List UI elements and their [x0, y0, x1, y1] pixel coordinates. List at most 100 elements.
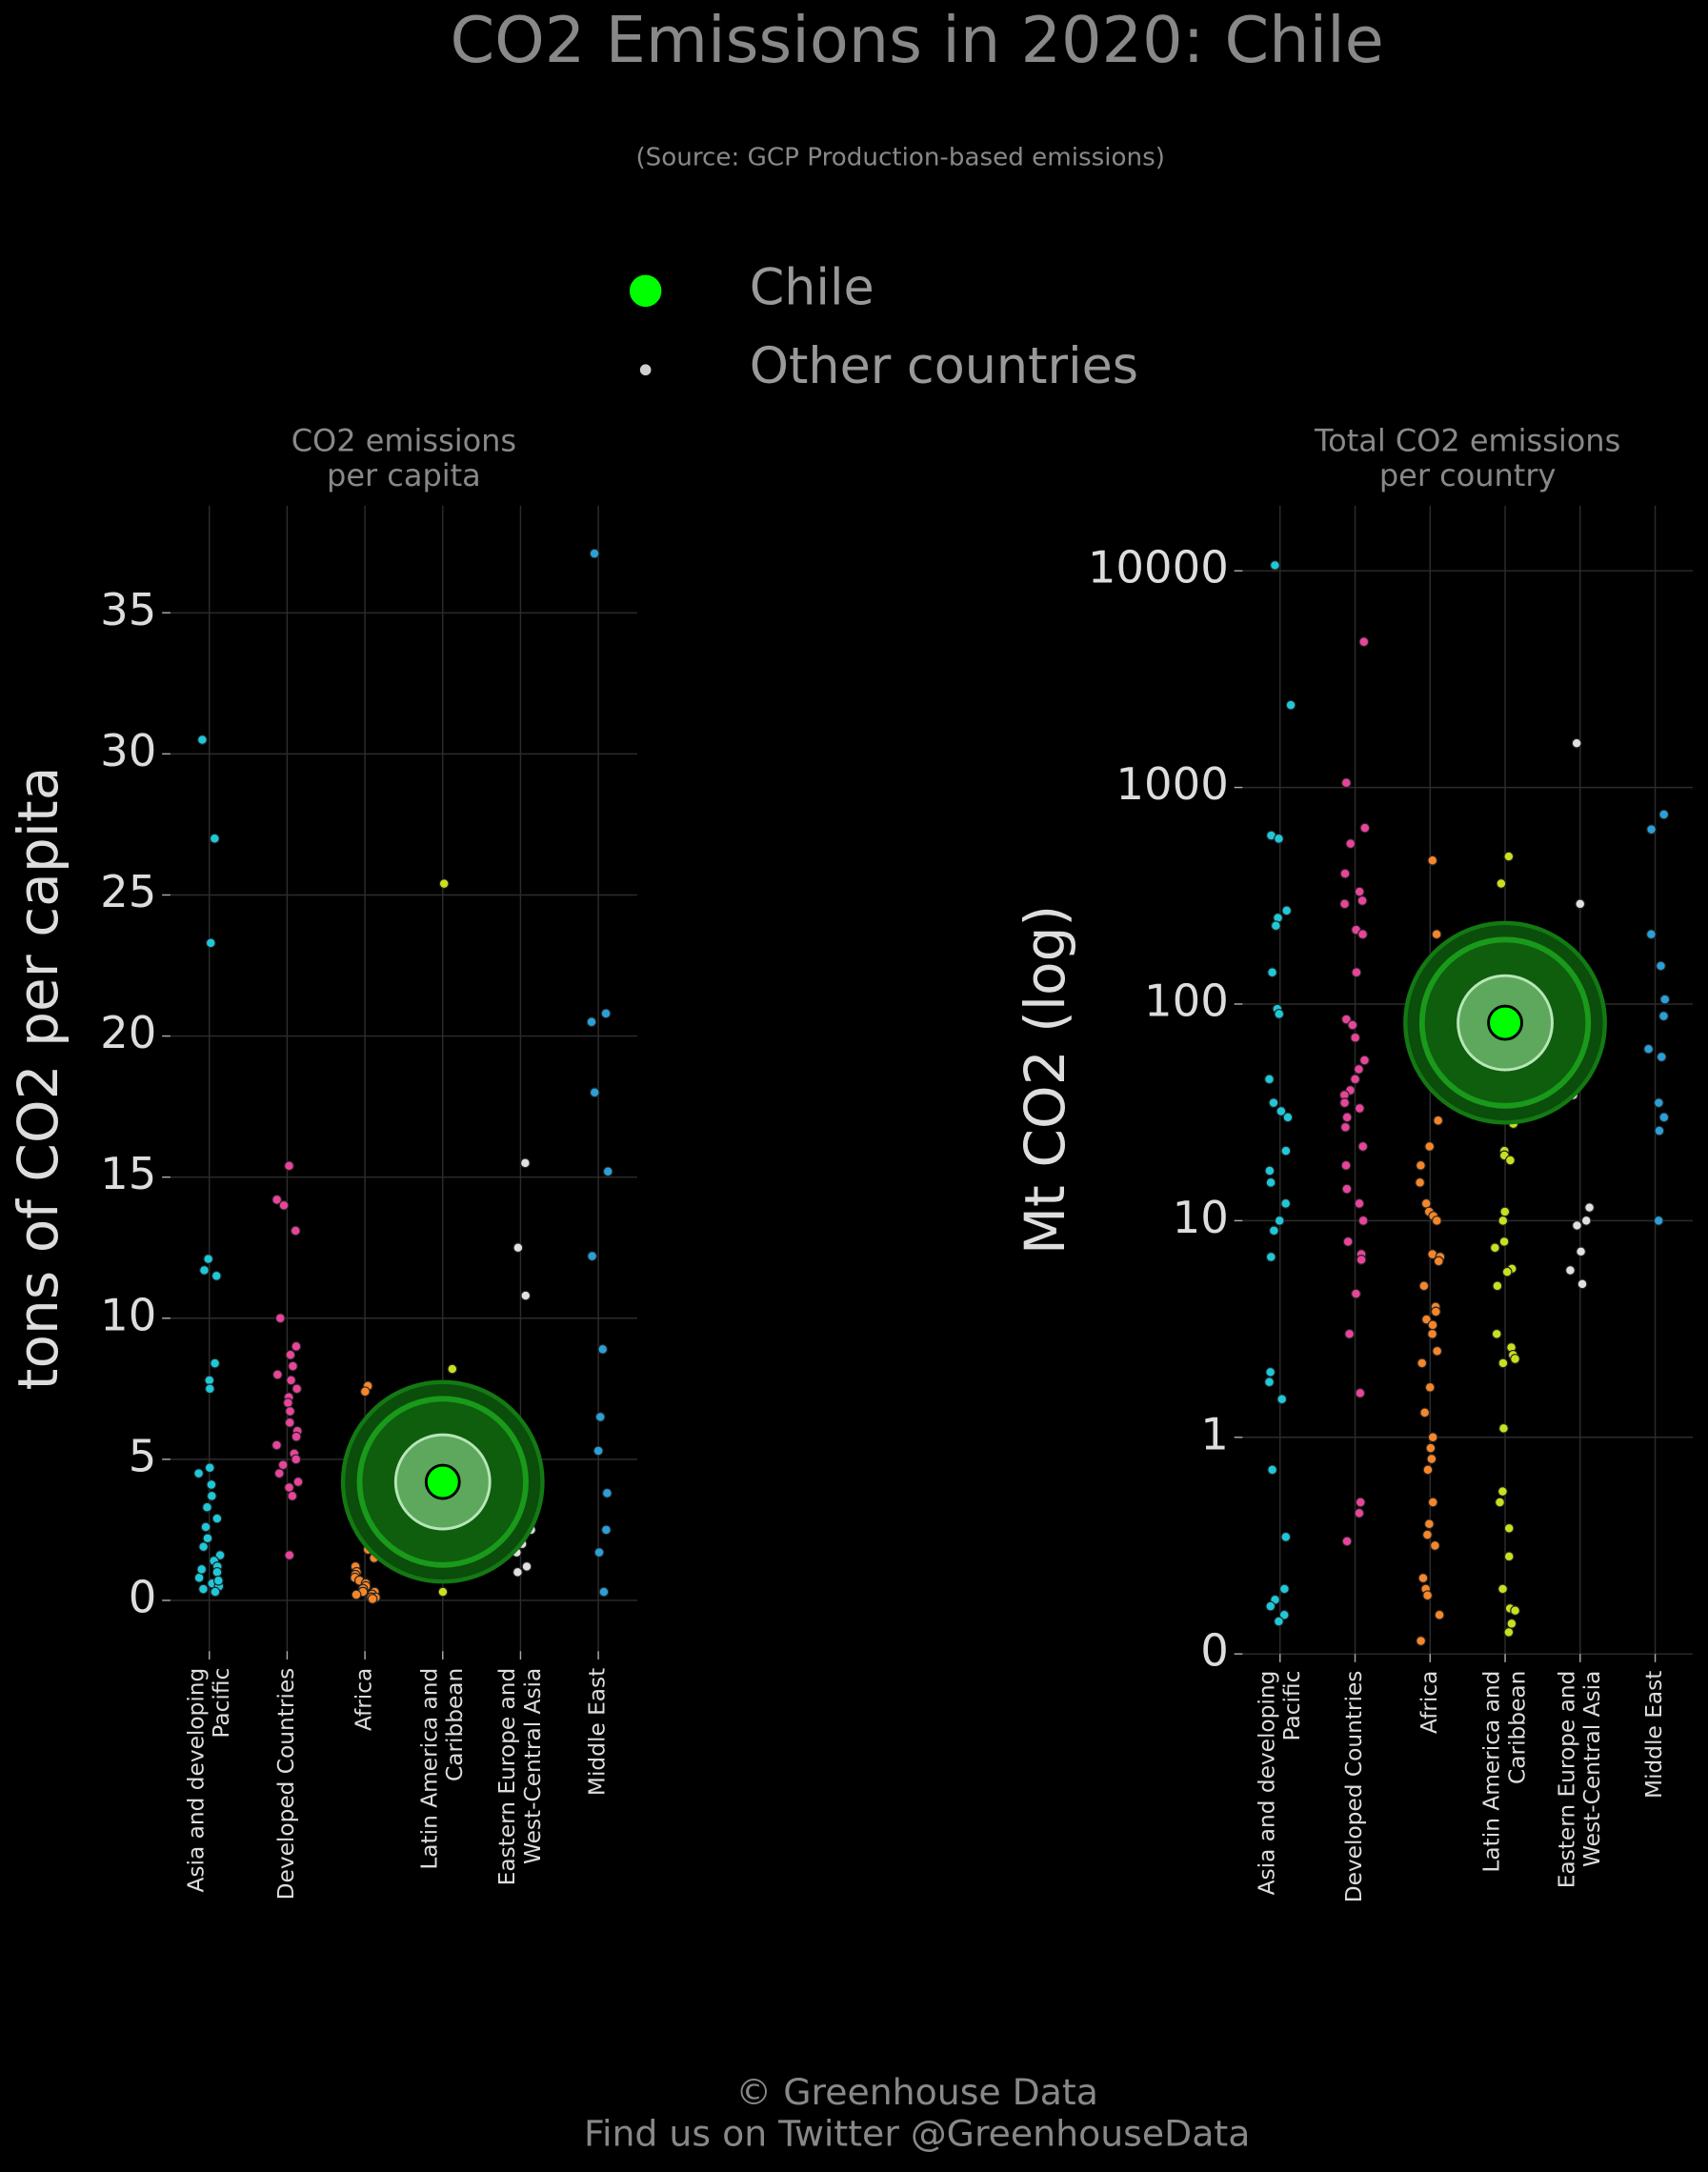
- data-point: [1339, 1097, 1350, 1109]
- data-point: [1344, 1328, 1356, 1339]
- data-point: [1264, 1165, 1276, 1176]
- y-tick-label: 0: [1200, 1625, 1229, 1677]
- x-tick-label: Middle East: [585, 1668, 611, 1796]
- data-point: [1355, 1387, 1366, 1398]
- data-point: [1418, 1280, 1430, 1292]
- legend-label: Chile: [750, 258, 874, 316]
- data-point: [1492, 1280, 1503, 1292]
- data-point: [597, 1343, 609, 1355]
- data-point: [1357, 1216, 1369, 1226]
- x-tick-label: Asia and developingPacific: [183, 1668, 234, 1893]
- data-point: [291, 1341, 302, 1352]
- data-point: [586, 1016, 597, 1028]
- y-tick-label: 10: [1173, 1192, 1229, 1243]
- data-point: [1433, 1256, 1444, 1267]
- data-point: [211, 1513, 223, 1524]
- data-point: [1424, 1518, 1435, 1530]
- data-point: [1653, 1216, 1664, 1226]
- y-tick-label: 1000: [1115, 758, 1228, 810]
- data-point: [512, 1242, 524, 1254]
- data-point: [211, 1566, 223, 1578]
- data-point: [1425, 1442, 1437, 1454]
- data-point: [1503, 851, 1515, 862]
- data-point: [1431, 1216, 1442, 1226]
- data-point: [1427, 855, 1438, 866]
- data-point: [204, 1383, 215, 1395]
- data-point: [589, 548, 600, 559]
- data-point: [1510, 1354, 1520, 1364]
- data-point: [1278, 1609, 1290, 1620]
- data-point: [1503, 1627, 1515, 1638]
- data-point: [1350, 1032, 1361, 1043]
- figure-subtitle: (Source: GCP Production-based emissions): [635, 143, 1164, 171]
- data-point: [209, 833, 220, 844]
- x-tick-label: Eastern Europe andWest-Central Asia: [494, 1668, 546, 1886]
- y-tick-label: 0: [129, 1571, 157, 1622]
- data-point: [1498, 1422, 1509, 1434]
- data-point: [1497, 1358, 1509, 1369]
- data-point: [1351, 1288, 1361, 1299]
- data-point: [1658, 1011, 1669, 1021]
- data-point: [271, 1369, 283, 1380]
- data-point: [1267, 967, 1277, 978]
- data-point: [291, 1454, 302, 1465]
- data-point: [1580, 1216, 1592, 1226]
- data-point: [1646, 824, 1657, 835]
- data-point: [1354, 1197, 1365, 1209]
- data-point: [271, 1194, 283, 1205]
- data-point: [512, 1566, 523, 1578]
- data-point: [1496, 878, 1507, 889]
- data-point: [1577, 1278, 1588, 1290]
- data-point: [437, 1586, 449, 1598]
- data-point: [1510, 1605, 1520, 1617]
- data-point: [278, 1199, 290, 1211]
- data-point: [438, 878, 450, 890]
- data-point: [1357, 929, 1368, 940]
- data-point: [1354, 1064, 1364, 1075]
- data-point: [1354, 886, 1365, 897]
- data-point: [193, 1572, 205, 1583]
- data-point: [1422, 1464, 1434, 1476]
- data-point: [1274, 834, 1284, 844]
- data-point: [1497, 1583, 1508, 1595]
- data-point: [1345, 838, 1356, 850]
- data-point: [1357, 1141, 1369, 1152]
- data-point: [519, 1157, 531, 1169]
- data-point: [1280, 1145, 1292, 1156]
- data-point: [274, 1313, 286, 1324]
- data-point: [1276, 1106, 1287, 1116]
- data-point: [1497, 1486, 1508, 1498]
- y-tick-label: 10000: [1088, 542, 1229, 593]
- data-point: [203, 1254, 214, 1264]
- data-point: [1282, 1112, 1294, 1123]
- data-point: [206, 1479, 217, 1490]
- data-point: [291, 1383, 303, 1395]
- data-point: [1276, 1394, 1288, 1405]
- data-point: [1274, 1216, 1285, 1226]
- highlight-point: [424, 1463, 461, 1500]
- data-point: [1340, 1159, 1352, 1171]
- data-point: [521, 1561, 532, 1572]
- data-point: [1584, 1202, 1595, 1213]
- data-point: [285, 1349, 296, 1360]
- data-point: [1356, 1255, 1367, 1265]
- data-point: [202, 1533, 213, 1544]
- data-point: [1506, 1618, 1517, 1629]
- data-point: [367, 1594, 378, 1604]
- y-tick-label: 1: [1200, 1408, 1229, 1459]
- data-point: [212, 1575, 224, 1586]
- data-point: [1274, 1616, 1284, 1627]
- data-point: [1340, 1014, 1352, 1025]
- data-point: [1419, 1407, 1431, 1418]
- data-point: [1424, 1141, 1436, 1152]
- data-point: [196, 734, 208, 745]
- data-point: [1424, 1381, 1436, 1393]
- x-tick-label: Latin America andCaribbean: [416, 1668, 468, 1870]
- data-point: [589, 1087, 600, 1098]
- data-point: [1355, 1497, 1366, 1508]
- data-point: [211, 1270, 222, 1281]
- data-point: [1565, 1265, 1576, 1276]
- data-point: [200, 1521, 211, 1533]
